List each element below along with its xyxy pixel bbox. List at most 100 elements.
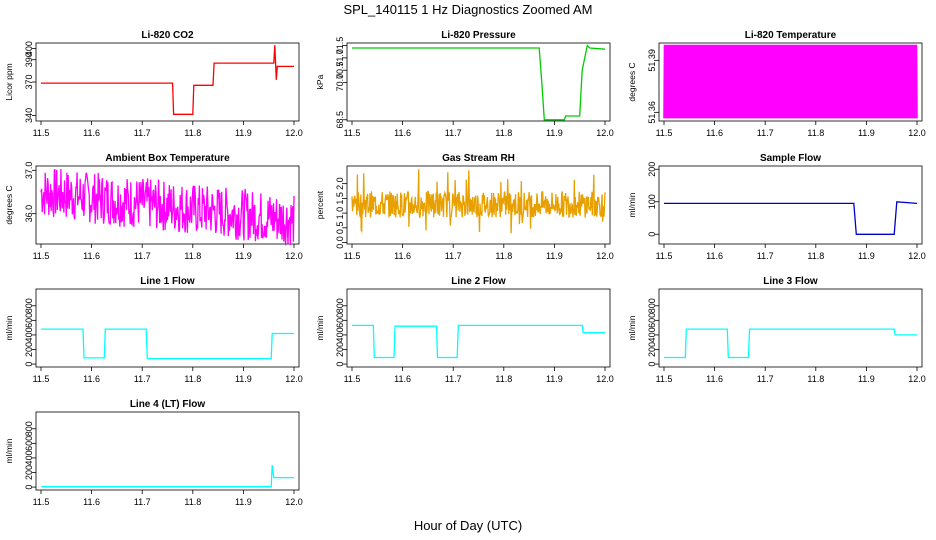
x-tick-label: 11.5 <box>33 128 50 138</box>
y-tick-label: 0 <box>335 362 345 367</box>
y-tick-label: 400 <box>647 327 657 342</box>
y-tick-label: 400 <box>24 450 34 465</box>
x-tick-label: 11.6 <box>394 128 411 138</box>
y-tick-label: 800 <box>647 298 657 313</box>
x-tick-label: 11.5 <box>656 374 673 384</box>
plot-frame <box>658 42 923 122</box>
y-tick-label: 600 <box>335 313 345 328</box>
y-tick-label: 71.0 <box>335 49 345 67</box>
y-axis-label: kPa <box>315 74 325 89</box>
series-line <box>663 44 918 119</box>
series-line <box>40 168 295 246</box>
y-tick-label: 200 <box>335 342 345 357</box>
x-tick-label: 11.8 <box>807 374 824 384</box>
plot-frame <box>35 165 300 245</box>
panel-title: Line 3 Flow <box>763 276 818 287</box>
y-axis-label: ml/min <box>627 315 637 340</box>
y-axis-label: degrees C <box>627 62 637 101</box>
x-axis-caption: Hour of Day (UTC) <box>413 518 523 533</box>
x-tick-label: 11.9 <box>235 251 252 261</box>
y-tick-label: 1.0 <box>335 207 345 220</box>
x-tick-label: 11.7 <box>134 497 151 507</box>
x-tick-label: 11.9 <box>235 128 252 138</box>
x-tick-label: 11.8 <box>184 374 201 384</box>
x-tick-label: 11.7 <box>134 128 151 138</box>
plot-frame <box>35 288 300 368</box>
x-tick-label: 11.7 <box>757 251 774 261</box>
y-tick-label: 400 <box>24 41 34 56</box>
y-axis-label: ml/min <box>4 438 14 463</box>
x-tick-label: 11.9 <box>858 251 875 261</box>
x-tick-label: 12.0 <box>285 251 303 261</box>
x-tick-label: 11.8 <box>807 128 824 138</box>
x-tick-label: 12.0 <box>908 374 926 384</box>
x-tick-label: 12.0 <box>908 251 926 261</box>
series-line <box>352 44 606 121</box>
plot-frame <box>35 42 300 122</box>
figure-title: SPL_140115 1 Hz Diagnostics Zoomed AM <box>343 2 593 17</box>
x-tick-label: 11.5 <box>33 374 50 384</box>
y-tick-label: 200 <box>24 342 34 357</box>
x-tick-label: 11.9 <box>235 497 252 507</box>
y-tick-label: 51.39 <box>647 49 657 72</box>
x-tick-label: 12.0 <box>285 374 303 384</box>
y-tick-label: 200 <box>647 162 657 177</box>
y-axis-label: ml/min <box>627 192 637 217</box>
panel-title: Line 2 Flow <box>451 276 506 287</box>
y-tick-label: 600 <box>24 313 34 328</box>
x-tick-label: 11.9 <box>546 374 563 384</box>
x-tick-label: 11.7 <box>134 251 151 261</box>
y-axis-label: degrees C <box>4 185 14 224</box>
x-tick-label: 11.8 <box>495 374 512 384</box>
y-tick-label: 0.5 <box>335 222 345 235</box>
x-tick-label: 11.8 <box>807 251 824 261</box>
x-tick-label: 11.8 <box>184 497 201 507</box>
x-tick-label: 11.5 <box>344 374 361 384</box>
panel-title: Ambient Box Temperature <box>105 153 230 164</box>
y-tick-label: 800 <box>24 421 34 436</box>
x-tick-label: 12.0 <box>596 128 614 138</box>
y-tick-label: 71.5 <box>335 37 345 55</box>
y-tick-label: 0 <box>647 362 657 367</box>
y-axis-label: Licor ppm <box>4 63 14 100</box>
x-tick-label: 11.6 <box>706 374 723 384</box>
series-line <box>351 169 606 234</box>
y-tick-label: 200 <box>24 465 34 480</box>
x-tick-label: 12.0 <box>285 497 303 507</box>
x-tick-label: 11.6 <box>706 251 723 261</box>
x-tick-label: 11.5 <box>344 251 361 261</box>
panel-title: Li-820 CO2 <box>141 30 194 41</box>
x-tick-label: 11.6 <box>83 497 100 507</box>
y-tick-label: 70.5 <box>335 61 345 79</box>
series-line <box>41 465 294 488</box>
series-line <box>664 201 918 235</box>
panel-title: Sample Flow <box>760 153 821 164</box>
x-tick-label: 12.0 <box>285 128 303 138</box>
y-tick-label: 36.0 <box>24 205 34 223</box>
panel-4: Ambient Box Temperature 11.5 11.6 11.7 11.8 1… <box>4 153 303 261</box>
x-tick-label: 11.9 <box>858 128 875 138</box>
y-tick-label: 70.0 <box>335 74 345 92</box>
x-tick-label: 11.8 <box>184 128 201 138</box>
x-tick-label: 11.9 <box>858 374 875 384</box>
plot-frame <box>346 165 611 245</box>
x-tick-label: 12.0 <box>908 128 926 138</box>
panel-7: Line 1 Flow 11.5 11.6 11.7 11.8 11.9 12.0 0 2004… <box>4 276 303 384</box>
y-tick-label: 600 <box>647 313 657 328</box>
y-tick-label: 400 <box>24 327 34 342</box>
x-tick-label: 11.8 <box>184 251 201 261</box>
panel-10: Line 4 (LT) Flow 11.5 11.6 11.7 11.8 11.9 12.0… <box>4 399 303 507</box>
plot-frame <box>658 165 923 245</box>
y-axis-label: ml/min <box>4 315 14 340</box>
x-tick-label: 11.7 <box>757 374 774 384</box>
y-tick-label: 200 <box>647 342 657 357</box>
panel-title: Gas Stream RH <box>442 153 515 164</box>
panel-1: Li-820 CO2 11.5 11.6 11.7 11.8 11.9 12.0 340 370… <box>4 30 303 138</box>
x-tick-label: 11.9 <box>235 374 252 384</box>
y-tick-label: 390 <box>24 52 34 67</box>
y-tick-label: 600 <box>24 436 34 451</box>
panel-title: Li-820 Temperature <box>745 30 837 41</box>
x-tick-label: 11.8 <box>495 128 512 138</box>
y-tick-label: 800 <box>24 298 34 313</box>
x-tick-label: 11.5 <box>656 128 673 138</box>
